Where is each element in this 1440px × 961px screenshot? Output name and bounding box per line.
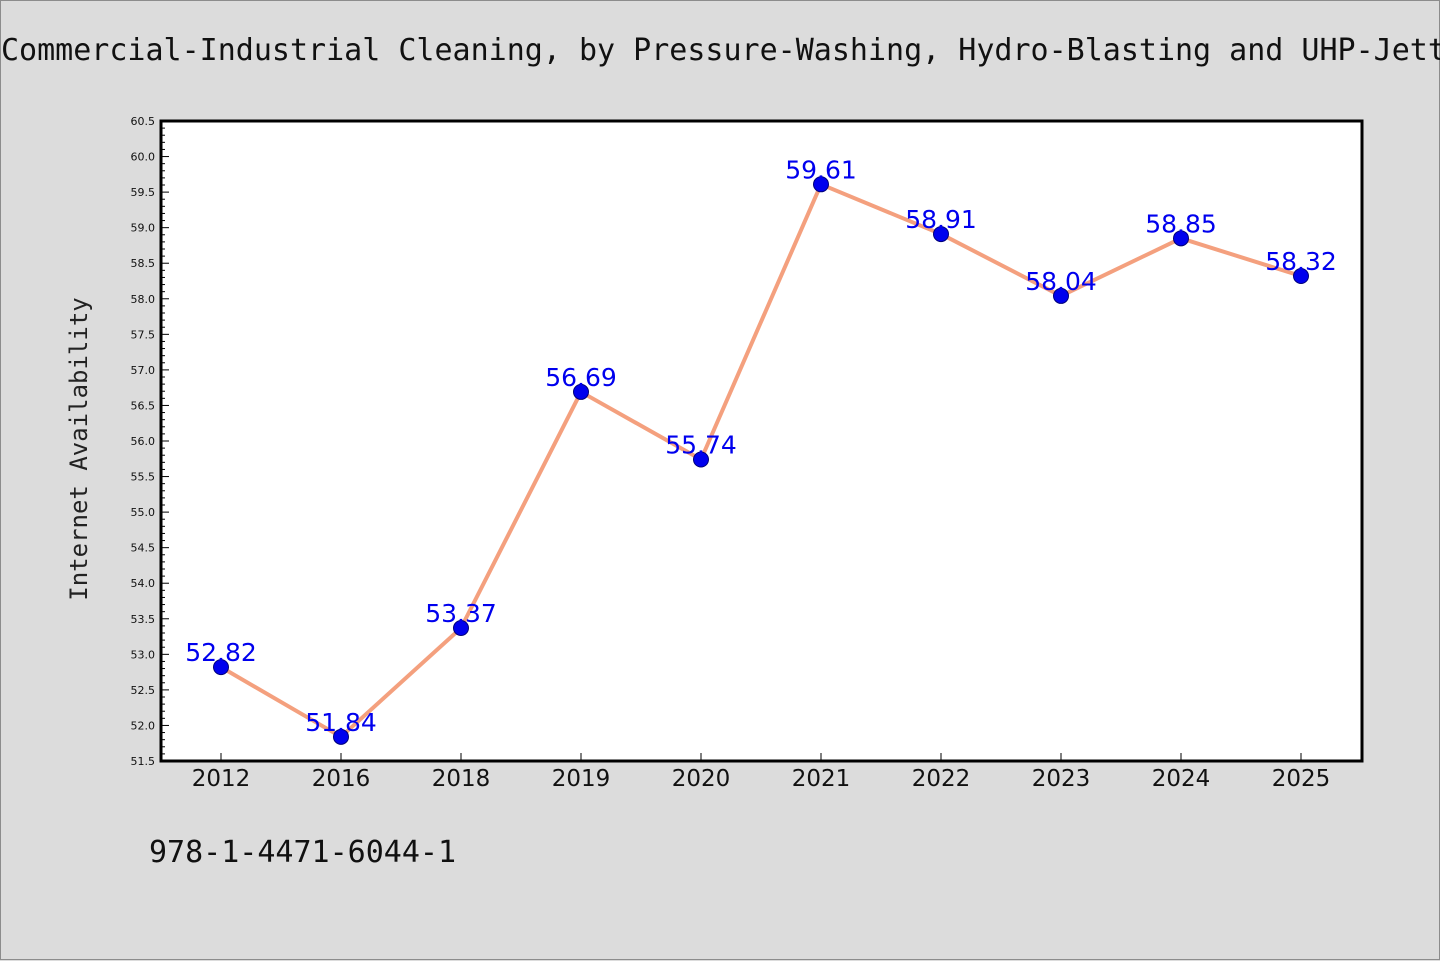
y-tick-label: 57.0 [131,364,156,377]
data-label: 55.74 [665,430,737,459]
y-tick-label: 54.0 [131,577,156,590]
x-tick-label: 2025 [1272,766,1331,792]
y-tick-label: 54.5 [131,542,156,555]
x-tick-label: 2018 [432,766,491,792]
data-label: 58.91 [905,205,977,234]
data-label: 58.04 [1025,267,1097,296]
y-tick-label: 59.0 [131,222,156,235]
data-point [453,620,469,637]
x-tick-label: 2012 [192,766,251,792]
data-point [693,451,709,468]
data-label: 56.69 [545,363,617,392]
data-point [1293,268,1309,285]
footer-code: 978-1-4471-6044-1 [149,835,457,870]
y-tick-label: 55.5 [131,471,156,484]
series-line [219,182,1302,739]
y-tick-label: 52.0 [131,719,156,732]
y-tick-label: 56.0 [131,435,156,448]
x-tick-label: 2024 [1152,766,1211,792]
y-tick-label: 53.5 [131,613,156,626]
y-tick-label: 53.0 [131,648,156,661]
y-tick-label: 57.5 [131,328,156,341]
data-point [813,176,829,193]
x-tick-label: 2016 [312,766,371,792]
data-point [933,226,949,243]
x-tick-label: 2020 [672,766,731,792]
plot-area [159,119,1364,763]
y-tick-label: 60.5 [131,115,156,128]
y-tick-label: 56.5 [131,399,156,412]
y-tick-label: 60.0 [131,151,156,164]
data-label: 51.84 [305,708,377,737]
y-tick-label: 55.0 [131,506,156,519]
y-tick-label: 59.5 [131,186,156,199]
data-label: 53.37 [425,599,497,628]
data-point [1173,230,1189,247]
data-label: 58.85 [1145,209,1217,238]
y-tick-label: 52.5 [131,684,156,697]
data-label: 58.32 [1265,247,1337,276]
data-label: 59.61 [785,155,857,184]
x-tick-label: 2021 [792,766,851,792]
x-tick-label: 2019 [552,766,611,792]
data-point [333,728,349,745]
y-tick-label: 51.5 [131,755,156,768]
data-point [213,659,229,676]
series-layer [213,176,1309,745]
chart-title: Commercial-Industrial Cleaning, by Press… [1,33,1440,68]
x-tick-label: 2023 [1032,766,1091,792]
y-axis: 51.5 52.0 52.5 53.0 53.5 54.0 54.5 55.0 55.5 56.0… [131,115,169,768]
data-point [1053,287,1069,304]
data-label-layer: 52.82 51.84 53.37 56.69 55.74 59.61 58.91 58.04… [185,155,1337,737]
y-tick-label: 58.5 [131,257,156,270]
y-axis-label: Internet Availability [65,297,93,600]
y-tick-label: 58.0 [131,293,156,306]
data-label: 52.82 [185,638,257,667]
x-axis: 2012 2016 2018 2019 2020 2021 2022 2023 2024 2025 [192,753,1331,792]
data-point [573,383,589,400]
x-tick-label: 2022 [912,766,971,792]
